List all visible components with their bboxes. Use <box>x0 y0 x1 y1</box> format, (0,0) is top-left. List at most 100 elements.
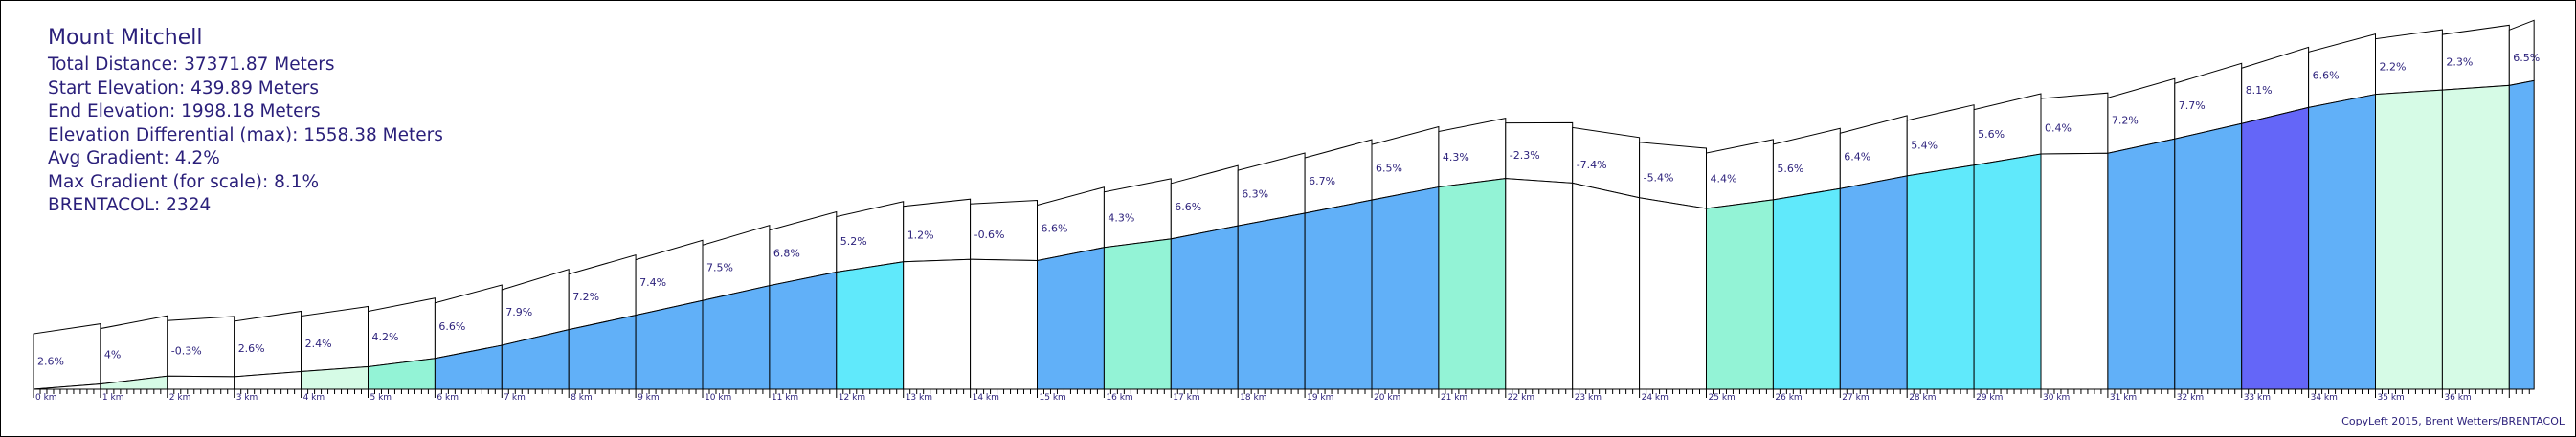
gradient-label: 6.7% <box>1309 175 1335 187</box>
elevation-segment <box>702 285 771 390</box>
end-elevation: End Elevation: 1998.18 Meters <box>48 101 321 121</box>
distance-axis: 0 km 1 km 2 km 3 km 4 km 5 km 6 km 7 km 8 km 9 km… <box>33 388 2535 403</box>
gradient-label: 5.6% <box>1978 128 2005 141</box>
elevation-segment <box>2441 84 2510 390</box>
km-label: 25 km <box>1709 393 1736 403</box>
gradient-label: 6.6% <box>438 320 465 333</box>
km-label: 32 km <box>2177 393 2204 403</box>
gradient-label: 2.6% <box>37 355 64 367</box>
gradient-label: 4.3% <box>1443 151 1469 164</box>
km-label: 33 km <box>2244 393 2271 403</box>
gradient-label: 7.9% <box>505 306 532 318</box>
gradient-label: 4% <box>104 348 121 361</box>
gradient-label: 7.2% <box>572 291 599 303</box>
elevation-segment <box>635 299 704 390</box>
km-label: 27 km <box>1842 393 1869 403</box>
gradient-label: 4.3% <box>1108 211 1134 224</box>
start-elevation: Start Elevation: 439.89 Meters <box>48 77 319 98</box>
km-label: 31 km <box>2110 393 2137 403</box>
elevation-segment <box>1706 199 1774 390</box>
elevation-segment <box>2040 152 2109 390</box>
gradient-label: 0.4% <box>2045 122 2072 135</box>
gradient-label: -7.4% <box>1577 159 1607 171</box>
elevation-segment <box>1572 182 1641 390</box>
chart-title: Mount Mitchell <box>48 26 203 50</box>
gradient-label: 5.4% <box>1911 139 1938 151</box>
gradient-label: -0.6% <box>974 229 1005 241</box>
elevation-segment <box>1505 178 1574 390</box>
elevation-segment <box>1237 212 1306 390</box>
total-distance: Total Distance: 37371.87 Meters <box>48 55 335 75</box>
km-label: 13 km <box>906 393 932 403</box>
km-label: 11 km <box>772 393 798 403</box>
km-label: 4 km <box>303 393 325 403</box>
km-label: 9 km <box>638 393 660 403</box>
km-label: 7 km <box>504 393 526 403</box>
elevation-segment <box>2174 122 2243 390</box>
km-label: 5 km <box>370 393 392 403</box>
gradient-label: 6.6% <box>1042 223 1068 235</box>
elevation-segment <box>167 375 235 390</box>
km-label: 19 km <box>1307 393 1333 403</box>
km-label: 15 km <box>1040 393 1066 403</box>
gradient-label: 2.3% <box>2446 56 2473 69</box>
gradient-label: -0.3% <box>171 345 202 358</box>
elevation-segment <box>970 258 1038 390</box>
gradient-label: 4.4% <box>1711 172 1737 185</box>
elevation-segment <box>1639 197 1707 390</box>
elevation-segment <box>1906 164 1975 390</box>
elevation-segment <box>2508 79 2535 390</box>
gradient-label: 6.5% <box>1376 162 1402 174</box>
gradient-label: 1.2% <box>907 229 934 241</box>
km-label: 35 km <box>2378 393 2405 403</box>
km-label: 22 km <box>1508 393 1534 403</box>
gradient-label: 5.6% <box>1777 163 1803 175</box>
gradient-labels: 2.6% 4% -0.3% 2.6% 2.4% 4.2% 6.6% 7.9% 7.2% 7.4% 7… <box>37 52 2540 367</box>
gradient-label: 8.1% <box>2246 84 2273 97</box>
gradient-label: 6.6% <box>2313 70 2340 82</box>
elevation-segment <box>1170 225 1239 390</box>
gradient-label: 6.4% <box>1844 151 1870 164</box>
gradient-label: 7.4% <box>639 276 666 289</box>
km-label: 6 km <box>437 393 459 403</box>
gradient-label: 6.5% <box>2513 52 2540 64</box>
elevation-segment <box>1839 175 1908 390</box>
km-label: 12 km <box>839 393 865 403</box>
km-label: 24 km <box>1642 393 1669 403</box>
elevation-differential: Elevation Differential (max): 1558.38 Me… <box>48 124 443 145</box>
elevation-segment <box>1304 199 1373 390</box>
km-label: 18 km <box>1240 393 1266 403</box>
elevation-segment <box>1438 178 1507 390</box>
km-label: 28 km <box>1909 393 1936 403</box>
elevation-segment <box>1371 186 1440 390</box>
elevation-segment <box>1772 187 1841 390</box>
km-label: 10 km <box>705 393 731 403</box>
km-label: 2 km <box>169 393 191 403</box>
km-label: 16 km <box>1106 393 1132 403</box>
elevation-segment <box>903 258 972 390</box>
gradient-label: -2.3% <box>1510 149 1540 162</box>
gradient-label: 7.7% <box>2179 99 2206 112</box>
avg-gradient: Avg Gradient: 4.2% <box>48 148 220 168</box>
km-label: 14 km <box>973 393 999 403</box>
km-label: 26 km <box>1775 393 1802 403</box>
gradient-label: 4.2% <box>372 331 399 343</box>
gradient-label: 2.6% <box>238 342 265 355</box>
elevation-segment <box>2308 94 2376 390</box>
brentacol-score: BRENTACOL: 2324 <box>48 195 212 215</box>
gradient-label: 7.2% <box>2112 115 2139 127</box>
km-label: 20 km <box>1374 393 1400 403</box>
gradient-label: 2.4% <box>305 338 332 350</box>
gradient-label: 6.6% <box>1175 201 1201 213</box>
km-label: 23 km <box>1575 393 1602 403</box>
elevation-segment <box>2107 138 2176 390</box>
km-label: 0 km <box>35 393 57 403</box>
km-label: 29 km <box>1976 393 2003 403</box>
km-label: 36 km <box>2444 393 2471 403</box>
copyright-credit: CopyLeft 2015, Brent Wetters/BRENTACOL <box>2341 415 2565 427</box>
km-label: 34 km <box>2311 393 2338 403</box>
elevation-segment <box>1103 238 1172 390</box>
km-label: 17 km <box>1173 393 1199 403</box>
elevation-segment <box>2375 89 2443 390</box>
gradient-label: -5.4% <box>1644 171 1674 184</box>
